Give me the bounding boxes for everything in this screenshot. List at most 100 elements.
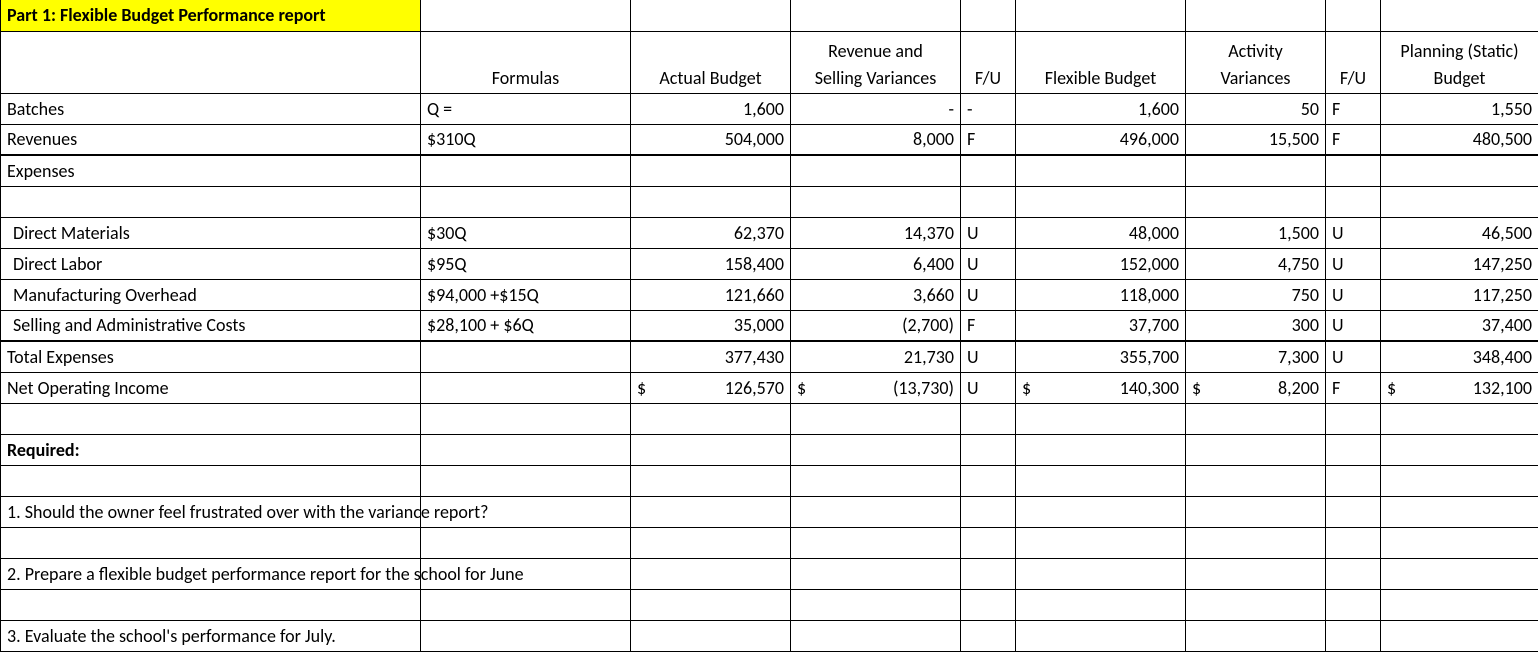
row-rsv: 8,000 xyxy=(791,124,961,155)
row-actual: 377,430 xyxy=(631,341,791,372)
row-label: Revenues xyxy=(1,124,421,155)
row-actual xyxy=(631,186,791,217)
row-rsv: 6,400 xyxy=(791,248,961,279)
row-plan xyxy=(1381,155,1538,186)
row-actv: 15,500 xyxy=(1186,124,1326,155)
table-row: Selling and Administrative Costs$28,100 … xyxy=(1,310,1538,341)
row-fu2: U xyxy=(1326,310,1381,341)
noi-fu1: U xyxy=(961,372,1016,403)
row-rsv: - xyxy=(791,93,961,124)
row-plan: 117,250 xyxy=(1381,279,1538,310)
hdr-rsv-top: Revenue and xyxy=(791,31,961,62)
row-actv xyxy=(1186,155,1326,186)
row-rsv xyxy=(791,155,961,186)
table-row: BatchesQ =1,600--1,60050F1,550 xyxy=(1,93,1538,124)
row-fu1 xyxy=(961,155,1016,186)
row-formula: $28,100 + $6Q xyxy=(421,310,631,341)
row-fu1: U xyxy=(961,217,1016,248)
row-flex xyxy=(1016,155,1186,186)
row-actv: 750 xyxy=(1186,279,1326,310)
row-fu2: U xyxy=(1326,279,1381,310)
row-label: Direct Labor xyxy=(1,248,421,279)
table-row: Direct Labor$95Q158,4006,400U152,0004,75… xyxy=(1,248,1538,279)
row-label: Net Operating Income xyxy=(1,372,421,403)
noi-flex: $140,300 xyxy=(1016,372,1186,403)
hdr-activity-top: Activity xyxy=(1186,31,1326,62)
row-plan: 480,500 xyxy=(1381,124,1538,155)
row-label: Total Expenses xyxy=(1,341,421,372)
row-fu2 xyxy=(1326,186,1381,217)
row-formula xyxy=(421,341,631,372)
row-plan: 46,500 xyxy=(1381,217,1538,248)
row-formula xyxy=(421,155,631,186)
hdr-planning: Budget xyxy=(1381,62,1538,93)
table-row: Total Expenses377,43021,730U355,7007,300… xyxy=(1,341,1538,372)
row-formula: $95Q xyxy=(421,248,631,279)
row-fu2: F xyxy=(1326,124,1381,155)
row-actual: 35,000 xyxy=(631,310,791,341)
table-row: Manufacturing Overhead$94,000 +$15Q121,6… xyxy=(1,279,1538,310)
hdr-formulas: Formulas xyxy=(421,62,631,93)
row-fu1: F xyxy=(961,310,1016,341)
hdr-planning-top: Planning (Static) xyxy=(1381,31,1538,62)
row-rsv xyxy=(791,186,961,217)
hdr-fu2: F/U xyxy=(1326,62,1381,93)
row-label: Expenses xyxy=(1,155,421,186)
row-fu1: F xyxy=(961,124,1016,155)
row-fu2: F xyxy=(1326,93,1381,124)
row-flex: 48,000 xyxy=(1016,217,1186,248)
row-actv: 300 xyxy=(1186,310,1326,341)
row-actv: 50 xyxy=(1186,93,1326,124)
hdr-fu1: F/U xyxy=(961,62,1016,93)
hdr-rsv: Selling Variances xyxy=(791,62,961,93)
question-text: 2. Prepare a flexible budget performance… xyxy=(1,558,421,589)
row-formula: Q = xyxy=(421,93,631,124)
row-fu1: U xyxy=(961,341,1016,372)
question-text: 1. Should the owner feel frustrated over… xyxy=(1,496,421,527)
row-fu2: U xyxy=(1326,341,1381,372)
row-fu2: U xyxy=(1326,248,1381,279)
noi-rsv: $(13,730) xyxy=(791,372,961,403)
table-row: Expenses xyxy=(1,155,1538,186)
row-fu1: - xyxy=(961,93,1016,124)
row-flex: 1,600 xyxy=(1016,93,1186,124)
row-actual: 504,000 xyxy=(631,124,791,155)
row-actv: 7,300 xyxy=(1186,341,1326,372)
row-label: Manufacturing Overhead xyxy=(1,279,421,310)
flexible-budget-table: Part 1: Flexible Budget Performance repo… xyxy=(0,0,1538,652)
row-fu1: U xyxy=(961,248,1016,279)
row-rsv: 21,730 xyxy=(791,341,961,372)
hdr-flex: Flexible Budget xyxy=(1016,62,1186,93)
row-fu2 xyxy=(1326,155,1381,186)
noi-fu2: F xyxy=(1326,372,1381,403)
row-formula: $30Q xyxy=(421,217,631,248)
question-text: 3. Evaluate the school's performance for… xyxy=(1,620,421,651)
table-row: Revenues$310Q504,0008,000F496,00015,500F… xyxy=(1,124,1538,155)
question-row: 2. Prepare a flexible budget performance… xyxy=(1,558,1538,589)
row-flex: 118,000 xyxy=(1016,279,1186,310)
row-actual: 62,370 xyxy=(631,217,791,248)
row-formula xyxy=(421,186,631,217)
row-flex: 37,700 xyxy=(1016,310,1186,341)
noi-actv: $8,200 xyxy=(1186,372,1326,403)
row-flex: 152,000 xyxy=(1016,248,1186,279)
table-row xyxy=(1,186,1538,217)
row-plan: 348,400 xyxy=(1381,341,1538,372)
row-label: Batches xyxy=(1,93,421,124)
row-actv xyxy=(1186,186,1326,217)
row-rsv: 14,370 xyxy=(791,217,961,248)
row-label: Direct Materials xyxy=(1,217,421,248)
hdr-activity: Variances xyxy=(1186,62,1326,93)
hdr-actual: Actual Budget xyxy=(631,62,791,93)
row-actv: 1,500 xyxy=(1186,217,1326,248)
row-formula: $310Q xyxy=(421,124,631,155)
row-flex: 355,700 xyxy=(1016,341,1186,372)
row-plan xyxy=(1381,186,1538,217)
row-actual: 121,660 xyxy=(631,279,791,310)
row-actual xyxy=(631,155,791,186)
row-flex: 496,000 xyxy=(1016,124,1186,155)
row-fu1 xyxy=(961,186,1016,217)
noi-actual: $126,570 xyxy=(631,372,791,403)
row-fu1: U xyxy=(961,279,1016,310)
required-label: Required: xyxy=(1,434,421,465)
